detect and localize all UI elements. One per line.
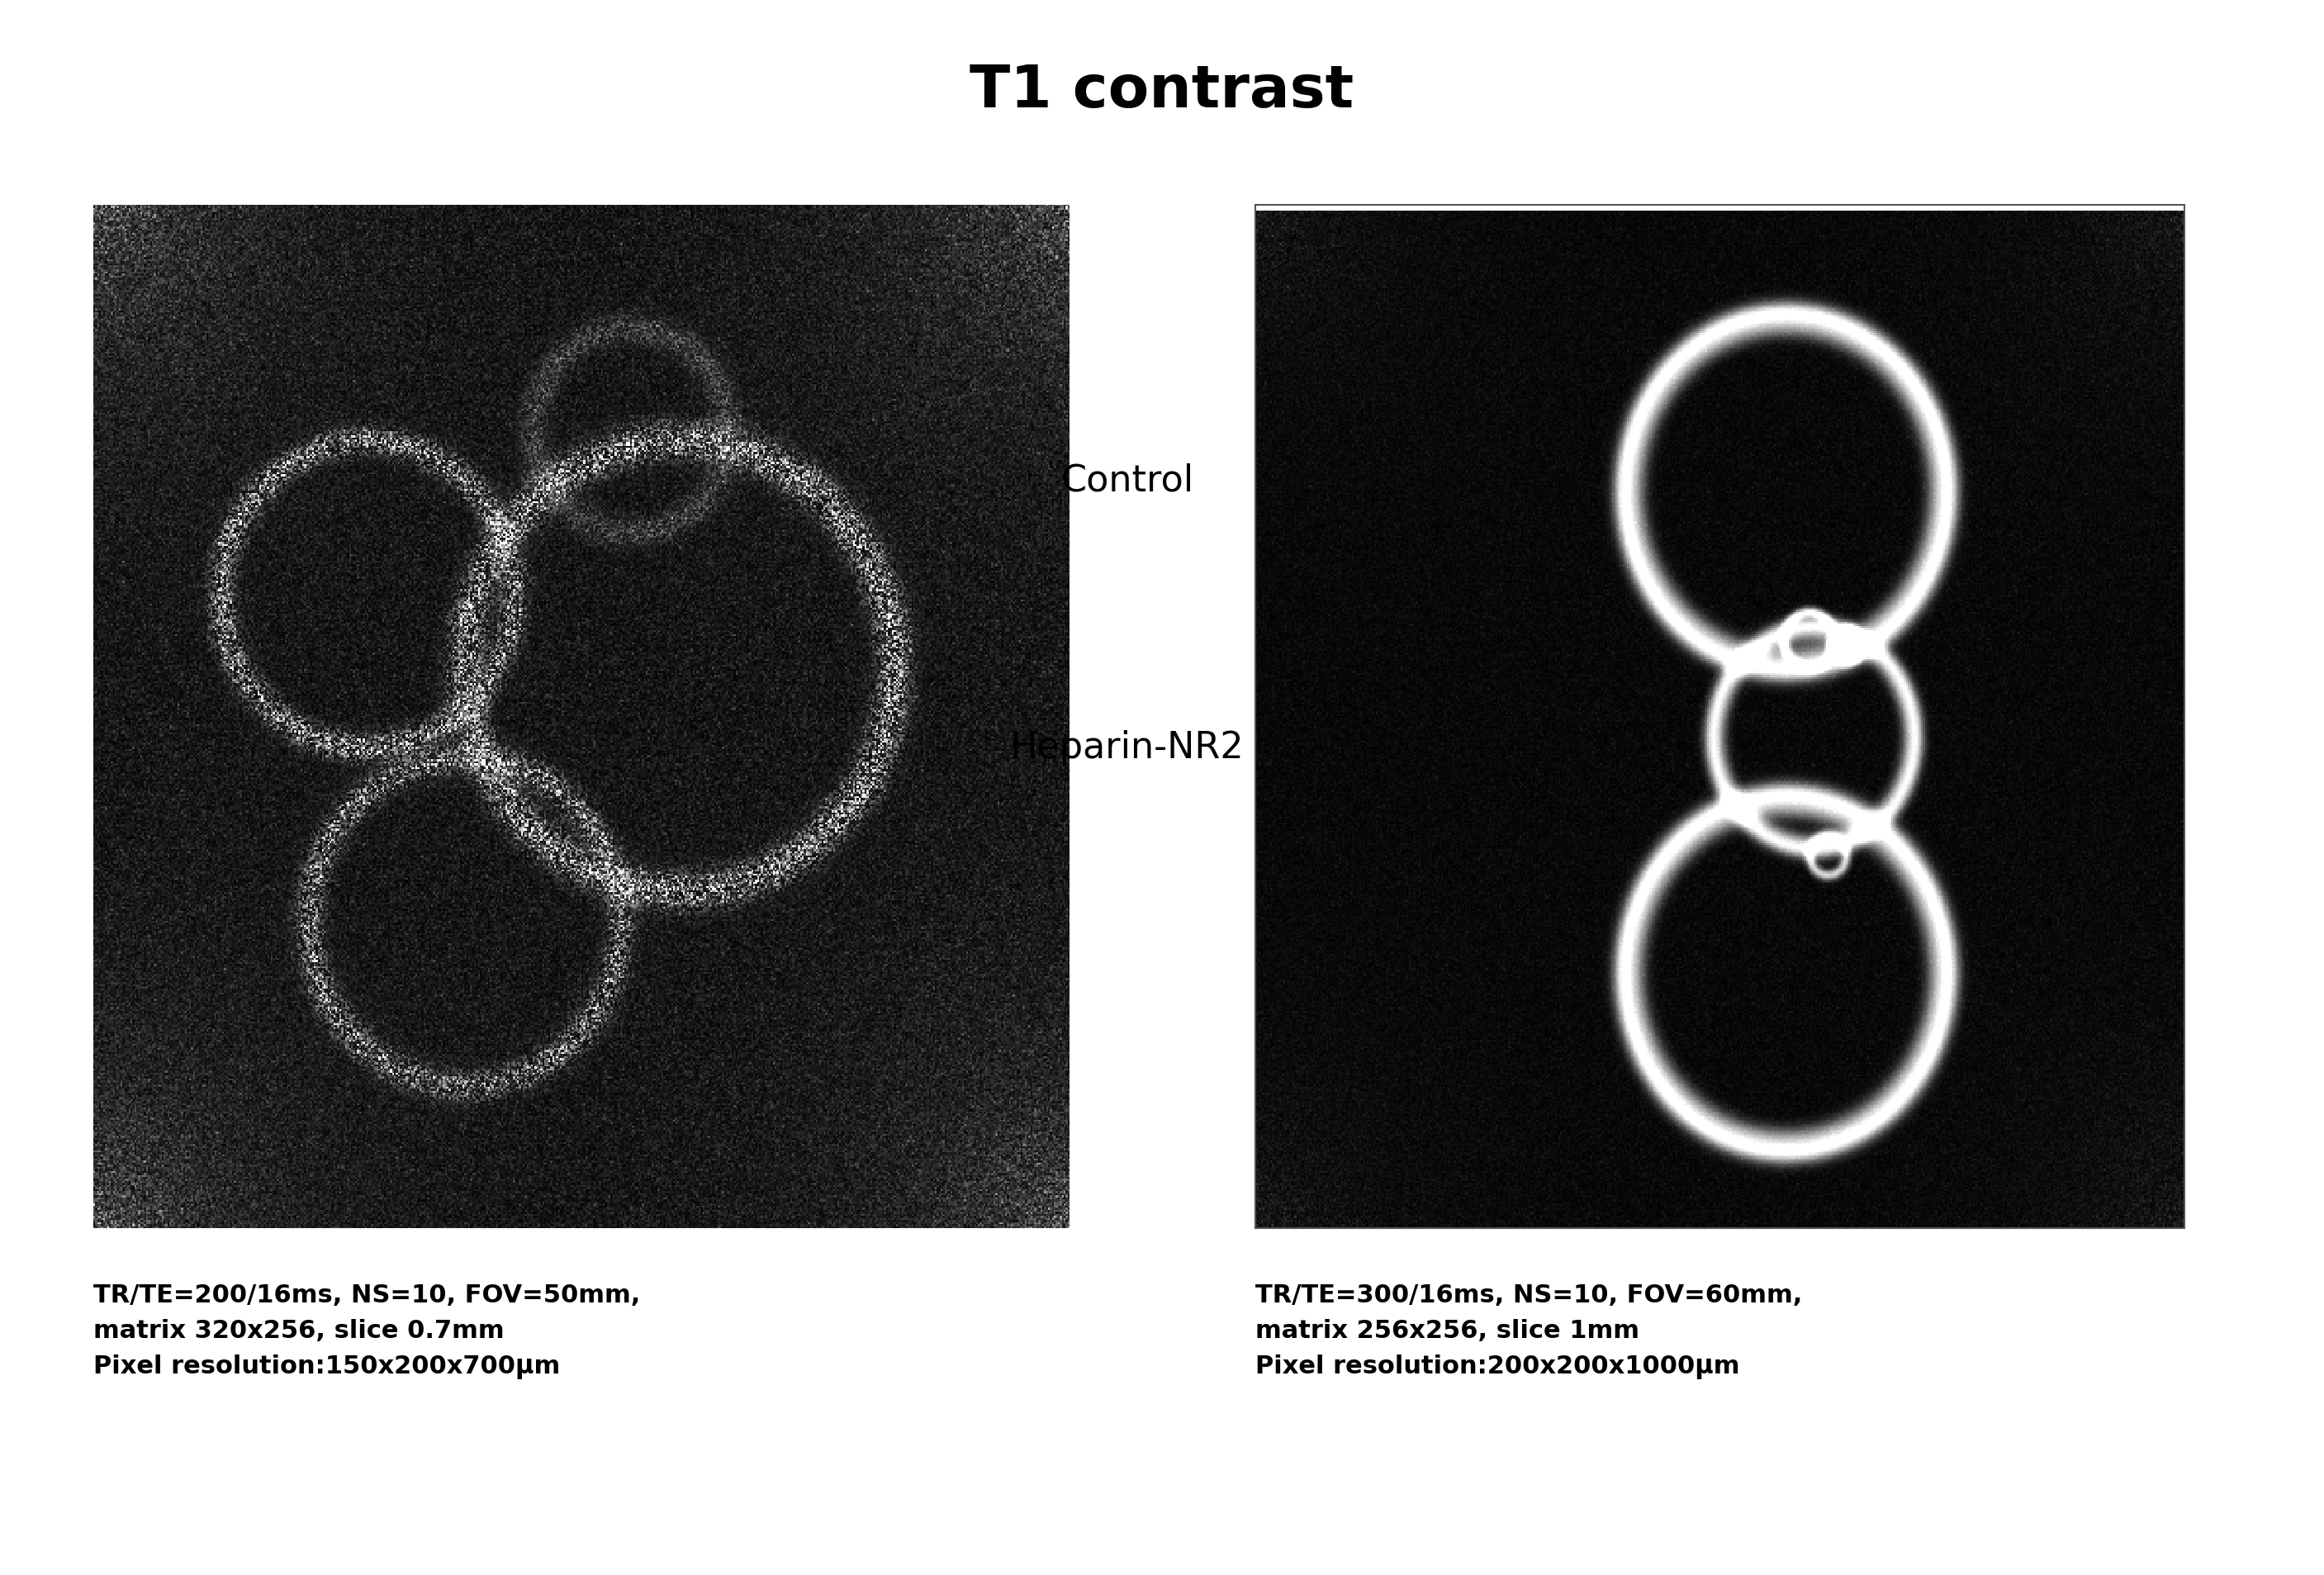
Text: T1 contrast: T1 contrast: [969, 63, 1355, 120]
Text: Control: Control: [1060, 463, 1195, 498]
Text: TR/TE=200/16ms, NS=10, FOV=50mm,
matrix 320x256, slice 0.7mm
Pixel resolution:15: TR/TE=200/16ms, NS=10, FOV=50mm, matrix …: [93, 1284, 639, 1380]
Text: Heparin-NR2: Heparin-NR2: [1011, 731, 1243, 765]
Text: TR/TE=300/16ms, NS=10, FOV=60mm,
matrix 256x256, slice 1mm
Pixel resolution:200x: TR/TE=300/16ms, NS=10, FOV=60mm, matrix …: [1255, 1284, 1801, 1380]
